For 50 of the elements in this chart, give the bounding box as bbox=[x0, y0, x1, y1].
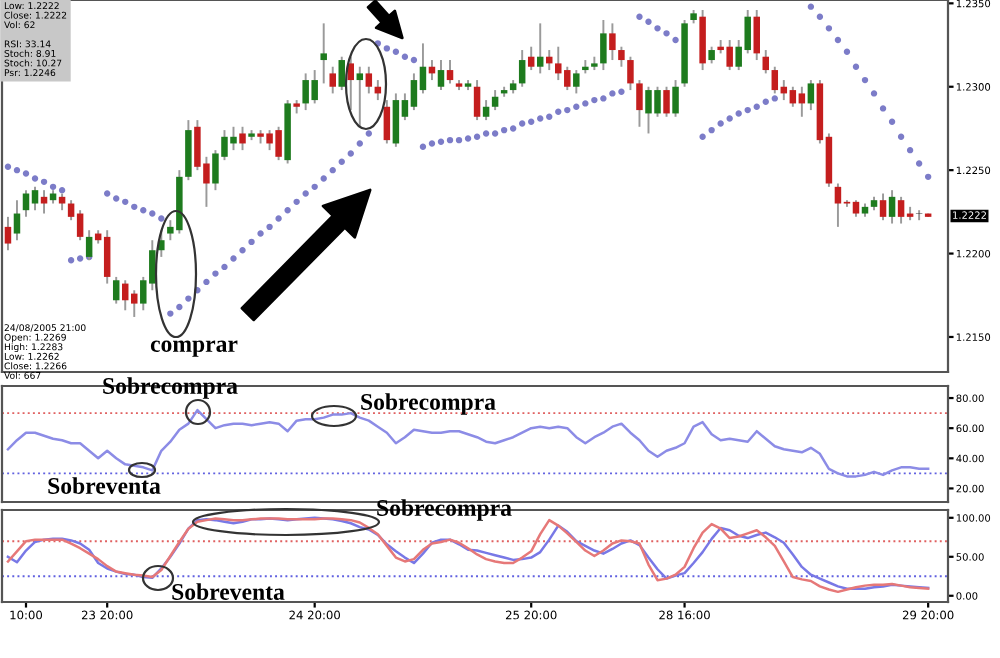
candlestick bbox=[76, 209, 84, 242]
candlestick bbox=[798, 85, 806, 118]
annotation: comprar bbox=[150, 340, 238, 357]
candlestick bbox=[103, 229, 111, 285]
candlestick bbox=[618, 45, 625, 68]
candlestick bbox=[356, 65, 364, 128]
candlestick bbox=[915, 209, 923, 222]
candlestick bbox=[663, 85, 670, 118]
candlestick bbox=[897, 195, 905, 225]
candlestick bbox=[771, 65, 779, 95]
candlestick bbox=[600, 19, 607, 72]
candlestick bbox=[31, 185, 39, 212]
candlestick bbox=[320, 22, 327, 85]
candlestick bbox=[573, 69, 580, 95]
candlestick bbox=[365, 65, 373, 95]
candlestick bbox=[4, 215, 12, 252]
annotation: Sobrecompra bbox=[361, 393, 496, 415]
candlestick bbox=[329, 65, 336, 95]
candlestick bbox=[446, 59, 454, 85]
candlestick bbox=[482, 99, 490, 122]
candlestick bbox=[536, 22, 544, 75]
candlestick bbox=[112, 275, 120, 305]
candlestick bbox=[40, 189, 48, 215]
annotation: Sobreventa bbox=[48, 477, 161, 494]
candlestick bbox=[185, 119, 192, 182]
candlestick bbox=[807, 79, 815, 112]
candlestick bbox=[636, 79, 643, 128]
candlestick bbox=[834, 182, 842, 228]
candlestick bbox=[888, 189, 896, 225]
candlestick bbox=[762, 49, 770, 75]
candlestick bbox=[518, 49, 526, 88]
candlestick bbox=[13, 199, 21, 242]
candlestick bbox=[491, 89, 499, 112]
candlestick bbox=[672, 79, 679, 118]
candlestick bbox=[338, 55, 345, 92]
candlestick bbox=[609, 22, 616, 62]
candlestick bbox=[239, 125, 246, 152]
candlestick bbox=[627, 55, 634, 92]
candlestick bbox=[527, 45, 535, 72]
candlestick bbox=[473, 79, 481, 122]
candlestick bbox=[410, 72, 418, 112]
candlestick bbox=[699, 9, 706, 72]
candlestick bbox=[789, 85, 797, 108]
candlestick bbox=[753, 9, 760, 62]
candlestick bbox=[392, 92, 400, 148]
candlestick bbox=[383, 99, 391, 145]
candlestick bbox=[437, 59, 445, 92]
candlestick bbox=[879, 192, 887, 222]
candlestick bbox=[347, 55, 355, 112]
annotation: Sobreventa bbox=[172, 583, 285, 600]
